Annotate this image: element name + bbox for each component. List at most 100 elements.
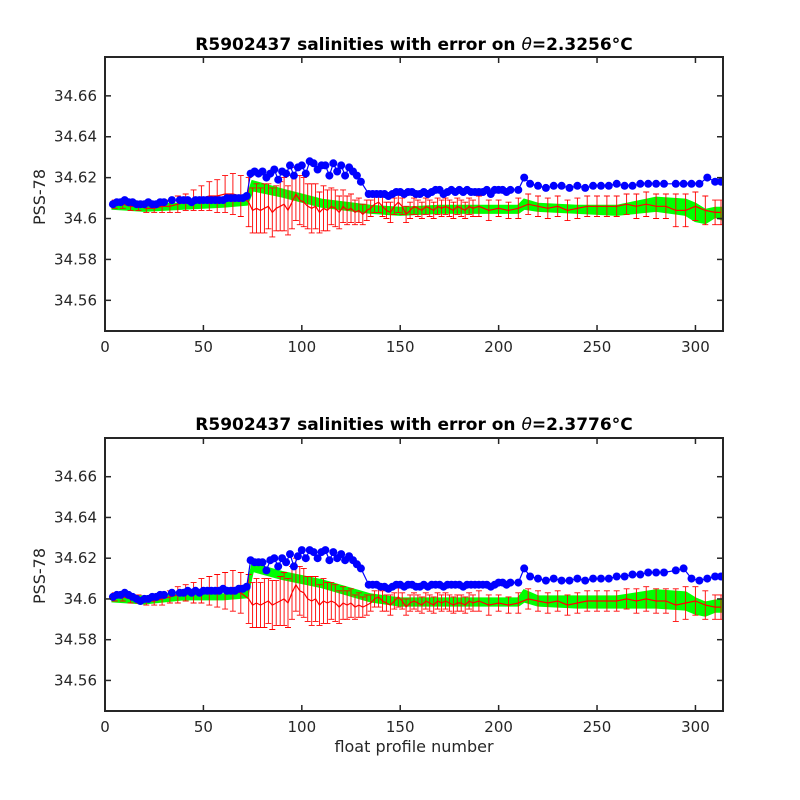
top-float-salinity-point [695, 179, 704, 188]
bottom-calibrated-error-bar [336, 590, 343, 624]
bottom-float-salinity-point [652, 568, 661, 577]
top-float-salinity-point [573, 181, 582, 190]
bottom-calibrated-error-bar [352, 594, 358, 620]
top-float-salinity-point [612, 179, 621, 188]
bottom-float-salinity-point [644, 568, 653, 577]
bottom-salinity-panel: R5902437 salinities with error on θ=2.37… [30, 415, 724, 756]
bottom-calibrated-error-bar [367, 594, 374, 612]
top-float-salinity-point [356, 177, 365, 186]
top-calibrated-error-bar [344, 195, 351, 226]
bottom-y-tick-label: 34.66 [54, 468, 97, 486]
bottom-float-salinity-point [297, 546, 306, 555]
top-calibrated-error-bar [414, 199, 421, 217]
bottom-float-salinity-point [541, 576, 550, 585]
top-calibrated-error-bar [702, 195, 709, 226]
top-calibrated-error-bar [265, 183, 272, 230]
top-salinity-panel: R5902437 salinities with error on θ=2.32… [30, 35, 724, 356]
bottom-calibrated-error-bar [399, 592, 406, 610]
bottom-calibrated-error-bar [414, 594, 421, 612]
top-panel-title: R5902437 salinities with error on θ=2.32… [195, 35, 632, 55]
bottom-float-salinity-point [526, 572, 535, 581]
top-calibrated-error-bar [316, 191, 323, 234]
bottom-calibrated-error-bar [418, 596, 425, 614]
top-y-tick-label: 34.66 [54, 87, 97, 105]
bottom-float-salinity-point [274, 562, 283, 571]
top-float-salinity-point [333, 167, 342, 176]
top-calibrated-error-bar [336, 195, 343, 230]
top-calibrated-error-bar [712, 199, 719, 226]
bottom-calibrated-error-bar [434, 592, 441, 610]
bottom-calibrated-error-bar [446, 594, 453, 612]
top-float-salinity-point [289, 171, 298, 180]
top-calibrated-error-bar [434, 197, 441, 215]
bottom-x-tick-label: 250 [583, 718, 612, 736]
bottom-calibrated-error-bar [430, 596, 437, 614]
top-y-axis-label: PSS-78 [30, 169, 49, 225]
bottom-calibrated-error-bar [594, 590, 600, 612]
bottom-calibrated-error-bar [505, 596, 512, 614]
top-plot-area: 0 50 100 150 200 250 300 34.56 34.58 34.6 34.62 34.… [54, 56, 724, 356]
bottom-calibrated-error-bar [682, 586, 689, 620]
top-float-salinity-point [258, 167, 267, 176]
top-calibrated-error-bar [367, 199, 374, 217]
bottom-calibrated-error-bar [328, 582, 335, 620]
bottom-x-axis-label: float profile number [334, 737, 494, 756]
top-float-salinity-point [541, 183, 550, 192]
bottom-calibrated-error-bar [554, 590, 561, 612]
top-y-tick-label: 34.56 [54, 291, 97, 309]
bottom-float-salinity-point [301, 554, 310, 563]
top-calibrated-error-bar [718, 199, 723, 226]
top-calibrated-error-bar [328, 187, 335, 226]
bottom-calibrated-error-bar [438, 594, 445, 612]
bottom-calibrated-error-bar [613, 590, 620, 612]
top-x-tick-label: 300 [681, 338, 710, 356]
top-float-salinity-point [352, 171, 361, 180]
top-float-salinity-point [167, 196, 176, 205]
top-float-salinity-point [636, 179, 645, 188]
top-calibrated-error-bar [662, 193, 669, 219]
bottom-calibrated-error-bar [672, 588, 679, 622]
top-y-tick-label: 34.62 [54, 169, 97, 187]
bottom-axes-frame [104, 437, 724, 712]
bottom-float-salinity-point [589, 574, 598, 583]
top-float-salinity-point [660, 179, 668, 188]
bottom-float-salinity-point [286, 550, 294, 559]
top-calibrated-error-bar [422, 197, 429, 215]
bottom-float-salinity-point [313, 554, 322, 563]
bottom-data-layer [108, 546, 723, 630]
bottom-calibrated-error-bar [462, 596, 469, 614]
top-float-salinity-point [325, 171, 334, 180]
top-float-salinity-point [620, 181, 629, 190]
bottom-float-salinity-point [309, 548, 318, 557]
bottom-float-salinity-point [534, 574, 542, 583]
top-calibrated-error-bar [485, 199, 492, 222]
top-float-salinity-point [337, 161, 346, 170]
top-calibrated-error-bar [387, 201, 394, 224]
top-calibrated-error-bar [352, 199, 358, 226]
top-calibrated-error-bar [613, 195, 620, 217]
bottom-y-tick-label: 34.56 [54, 671, 97, 689]
bottom-float-salinity-point [325, 556, 334, 565]
top-float-salinity-point [160, 198, 168, 207]
top-calibrated-error-bar [525, 193, 532, 215]
top-y-tick-label: 34.58 [54, 250, 97, 268]
bottom-calibrated-error-bar [411, 592, 417, 610]
bottom-calibrated-error-bar [633, 588, 640, 614]
bottom-calibrated-error-bar [574, 592, 581, 614]
bottom-float-salinity-point [160, 590, 168, 599]
top-float-salinity-point [526, 179, 535, 188]
bottom-calibrated-error-bar [316, 584, 323, 626]
top-calibrated-error-bar [564, 199, 571, 222]
bottom-float-salinity-point [597, 574, 605, 583]
top-y-tick-label: 34.6 [64, 210, 97, 228]
bottom-calibrated-error-bar [285, 578, 291, 628]
bottom-x-tick-label: 0 [100, 718, 110, 736]
bottom-x-tick-label: 100 [287, 718, 316, 736]
bottom-calibrated-error-bar [712, 594, 719, 620]
bottom-calibrated-error-bar [312, 576, 319, 622]
bottom-calibrated-error-bar [470, 594, 476, 612]
top-float-salinity-point [282, 169, 291, 178]
top-calibrated-error-bar [446, 199, 453, 217]
top-float-salinity-point [565, 183, 574, 192]
